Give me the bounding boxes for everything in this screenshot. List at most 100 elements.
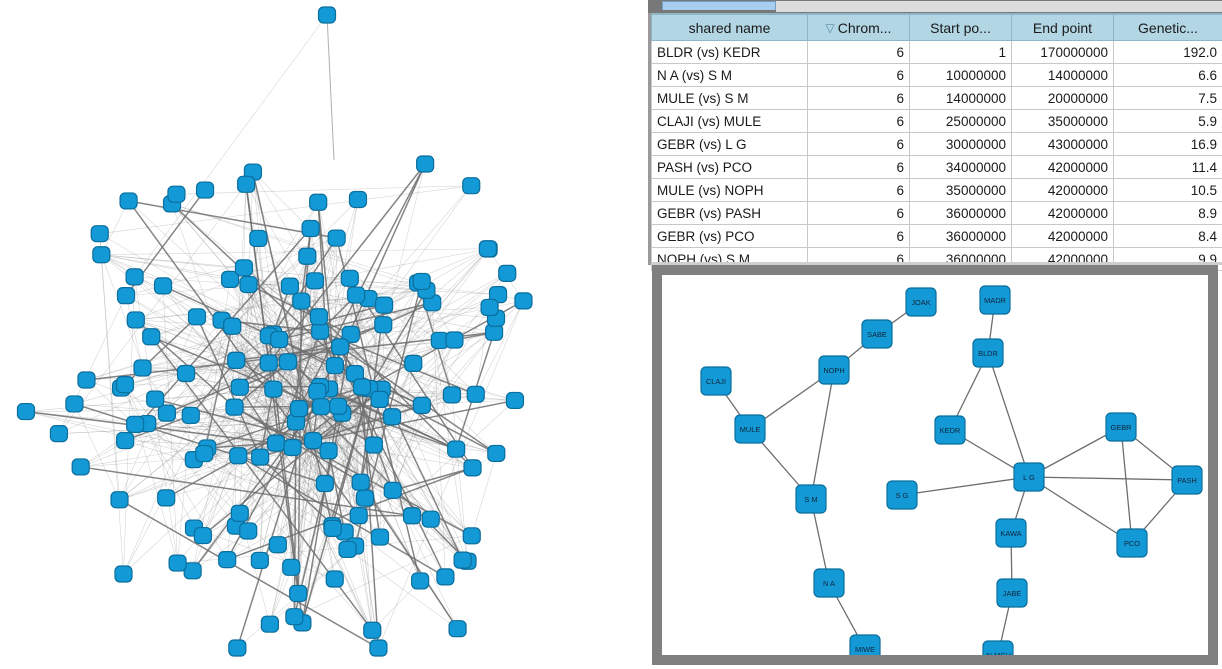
network-node[interactable]: JABE	[996, 578, 1028, 608]
table-row[interactable]: GEBR (vs) PASH 6 36000000 42000000 8.9	[651, 201, 1222, 225]
network-edge[interactable]	[298, 386, 363, 410]
network-edge[interactable]	[277, 331, 321, 545]
network-node[interactable]	[168, 554, 187, 572]
network-node[interactable]: MADR	[979, 285, 1011, 315]
network-edge[interactable]	[58, 421, 297, 434]
network-edge[interactable]	[134, 14, 328, 278]
network-edge[interactable]	[193, 456, 261, 529]
network-edge[interactable]	[279, 290, 427, 340]
network-node[interactable]	[249, 229, 268, 248]
network-node[interactable]	[416, 155, 435, 173]
network-node[interactable]	[309, 308, 329, 326]
network-node[interactable]: KEDR	[934, 415, 966, 445]
network-node[interactable]	[176, 364, 196, 383]
network-edge[interactable]	[252, 171, 334, 529]
network-edge[interactable]	[292, 273, 508, 448]
network-node[interactable]	[116, 431, 135, 450]
network-node[interactable]	[283, 438, 302, 457]
network-edge[interactable]	[162, 285, 178, 564]
column-header-shared-name[interactable]: shared name	[651, 13, 808, 41]
table-row[interactable]: BLDR (vs) KEDR 6 1 170000000 192.0	[651, 40, 1222, 64]
network-edge[interactable]	[101, 200, 129, 255]
network-node[interactable]	[239, 522, 258, 540]
table-row[interactable]: CLAJI (vs) MULE 6 25000000 35000000 5.9	[651, 109, 1222, 133]
network-edge[interactable]	[204, 421, 297, 454]
network-node[interactable]	[411, 572, 430, 590]
network-node[interactable]	[146, 390, 165, 408]
network-edge[interactable]	[269, 483, 326, 625]
network-node[interactable]	[157, 489, 176, 507]
network-edge[interactable]	[171, 203, 427, 291]
network-node[interactable]	[462, 527, 481, 545]
network-edge[interactable]	[349, 277, 474, 469]
network-node[interactable]	[187, 308, 207, 326]
network-edge[interactable]	[301, 300, 497, 319]
network-edge[interactable]	[235, 360, 373, 631]
network-node[interactable]	[193, 526, 212, 545]
network-node[interactable]	[303, 431, 323, 450]
network-node[interactable]	[292, 292, 311, 310]
network-node[interactable]	[487, 444, 506, 463]
network-edge[interactable]	[298, 163, 426, 409]
subnetwork-canvas[interactable]: CLAJI MULE NOPH SABE JOAK S M N A MIWE MADR BLDR K…	[662, 275, 1208, 655]
network-node[interactable]	[327, 229, 346, 247]
network-edge[interactable]	[312, 332, 495, 441]
network-edge[interactable]	[86, 379, 361, 483]
network-edge[interactable]	[239, 386, 473, 469]
network-edge[interactable]	[369, 388, 515, 401]
network-edge[interactable]	[202, 335, 270, 536]
network-node[interactable]	[266, 434, 286, 452]
network-edge[interactable]	[192, 365, 336, 571]
network-edge[interactable]	[294, 535, 472, 617]
network-edge[interactable]	[101, 248, 488, 255]
network-node[interactable]	[331, 338, 350, 356]
network-node[interactable]	[289, 584, 308, 603]
network-node[interactable]	[264, 380, 283, 398]
network-node[interactable]	[315, 474, 334, 493]
network-edge[interactable]	[373, 363, 414, 446]
network-node[interactable]	[110, 491, 129, 509]
table-row[interactable]: MULE (vs) NOPH 6 35000000 42000000 10.5	[651, 178, 1222, 202]
network-node[interactable]	[463, 459, 482, 477]
network-edge[interactable]	[121, 335, 269, 389]
table-row[interactable]: GEBR (vs) L G 6 30000000 43000000 16.9	[651, 132, 1222, 156]
network-node[interactable]	[317, 6, 337, 24]
network-edge[interactable]	[383, 185, 472, 306]
column-header-start-point[interactable]: Start po...	[909, 13, 1012, 41]
network-edge[interactable]	[1028, 476, 1133, 544]
network-node[interactable]: MIWE	[849, 634, 881, 655]
network-edge[interactable]	[235, 237, 337, 361]
network-node[interactable]	[250, 551, 269, 570]
network-node[interactable]	[514, 292, 533, 310]
network-node[interactable]	[341, 325, 360, 344]
network-node[interactable]: CLAJI	[700, 366, 732, 396]
network-node[interactable]	[383, 481, 402, 499]
network-edge[interactable]	[221, 320, 297, 423]
network-node[interactable]	[447, 440, 466, 458]
table-row[interactable]: MULE (vs) S M 6 14000000 20000000 7.5	[651, 86, 1222, 110]
network-edge[interactable]	[273, 346, 341, 390]
network-node[interactable]	[412, 272, 431, 291]
network-edge[interactable]	[292, 447, 472, 537]
network-edge[interactable]	[1028, 476, 1188, 481]
network-node[interactable]	[421, 510, 440, 528]
column-header-end-point[interactable]: End point	[1011, 13, 1114, 41]
network-node[interactable]	[445, 331, 464, 349]
network-node[interactable]	[347, 286, 366, 304]
network-node[interactable]	[115, 375, 135, 394]
network-node[interactable]: GEBR	[1105, 412, 1137, 442]
network-node[interactable]: KAWA	[995, 518, 1027, 548]
network-edge[interactable]	[58, 421, 297, 434]
network-node[interactable]	[453, 551, 472, 569]
network-node[interactable]	[77, 371, 96, 389]
network-node[interactable]	[126, 415, 145, 433]
network-edge[interactable]	[207, 447, 458, 629]
network-edge[interactable]	[289, 286, 329, 451]
network-node[interactable]	[239, 275, 258, 294]
network-edge[interactable]	[239, 387, 463, 561]
network-node[interactable]	[251, 448, 270, 466]
network-node[interactable]	[225, 398, 244, 416]
network-node[interactable]	[71, 458, 90, 476]
network-node[interactable]	[278, 353, 298, 371]
network-node[interactable]	[478, 240, 497, 258]
